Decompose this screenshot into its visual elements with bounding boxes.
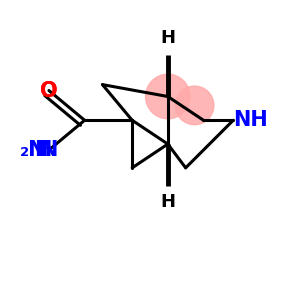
Circle shape xyxy=(175,86,214,125)
Text: N: N xyxy=(40,140,58,160)
Circle shape xyxy=(146,74,190,119)
Text: H: H xyxy=(160,193,175,211)
Text: O: O xyxy=(40,81,58,100)
Text: H: H xyxy=(34,140,52,160)
Text: ₂N: ₂N xyxy=(20,140,46,160)
Text: H: H xyxy=(160,29,175,47)
Text: NH: NH xyxy=(233,110,268,130)
Text: O: O xyxy=(40,81,58,100)
